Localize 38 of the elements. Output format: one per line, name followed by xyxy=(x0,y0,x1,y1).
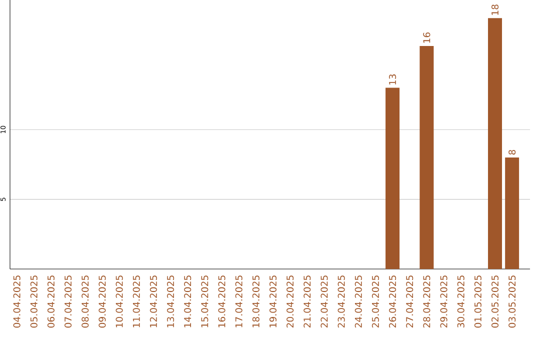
data-label: 13 xyxy=(389,74,396,85)
x-tick-label: 16.04.2025 xyxy=(218,276,226,328)
x-tick-label: 21.04.2025 xyxy=(304,276,311,328)
x-tick-label: 25.04.2025 xyxy=(372,276,379,328)
x-tick-label: 23.04.2025 xyxy=(338,276,345,328)
x-tick-label: 26.04.2025 xyxy=(389,276,396,328)
x-tick-label: 28.04.2025 xyxy=(423,276,430,328)
bar xyxy=(505,158,520,269)
x-tick-label: 18.04.2025 xyxy=(252,276,260,328)
x-tick-label: 03.05.2025 xyxy=(508,276,516,328)
x-tick-label: 10.04.2025 xyxy=(116,276,123,328)
x-tick-label: 13.04.2025 xyxy=(167,276,174,328)
x-tick-label: 20.04.2025 xyxy=(286,276,294,328)
bar xyxy=(420,46,434,269)
x-tick-label: 01.05.2025 xyxy=(474,276,482,328)
data-label: 18 xyxy=(491,4,499,15)
x-tick-label: 09.04.2025 xyxy=(98,276,106,328)
x-tick-label: 29.04.2025 xyxy=(440,276,448,328)
x-tick-label: 17.04.2025 xyxy=(235,276,242,328)
x-tick-label: 11.04.2025 xyxy=(132,276,140,328)
x-tick-label: 15.04.2025 xyxy=(201,276,208,328)
x-tick-label: 05.04.2025 xyxy=(30,276,38,328)
data-label: 16 xyxy=(423,32,430,43)
x-tick-label: 12.04.2025 xyxy=(150,276,157,328)
x-tick-label: 07.04.2025 xyxy=(64,276,72,328)
data-label: 8 xyxy=(508,150,516,155)
x-tick-label: 22.04.2025 xyxy=(320,276,328,328)
x-tick-label: 19.04.2025 xyxy=(269,276,277,328)
x-tick-label: 24.04.2025 xyxy=(354,276,362,328)
x-tick-label: 08.04.2025 xyxy=(82,276,89,328)
x-tick-label: 27.04.2025 xyxy=(406,276,414,328)
x-tick-label: 30.04.2025 xyxy=(457,276,464,328)
x-tick-label: 06.04.2025 xyxy=(47,276,55,328)
bar xyxy=(386,88,400,269)
x-tick-label: 04.04.2025 xyxy=(13,276,20,328)
bar xyxy=(488,18,502,269)
x-tick-label: 14.04.2025 xyxy=(184,276,192,328)
x-tick-label: 02.05.2025 xyxy=(491,276,499,328)
